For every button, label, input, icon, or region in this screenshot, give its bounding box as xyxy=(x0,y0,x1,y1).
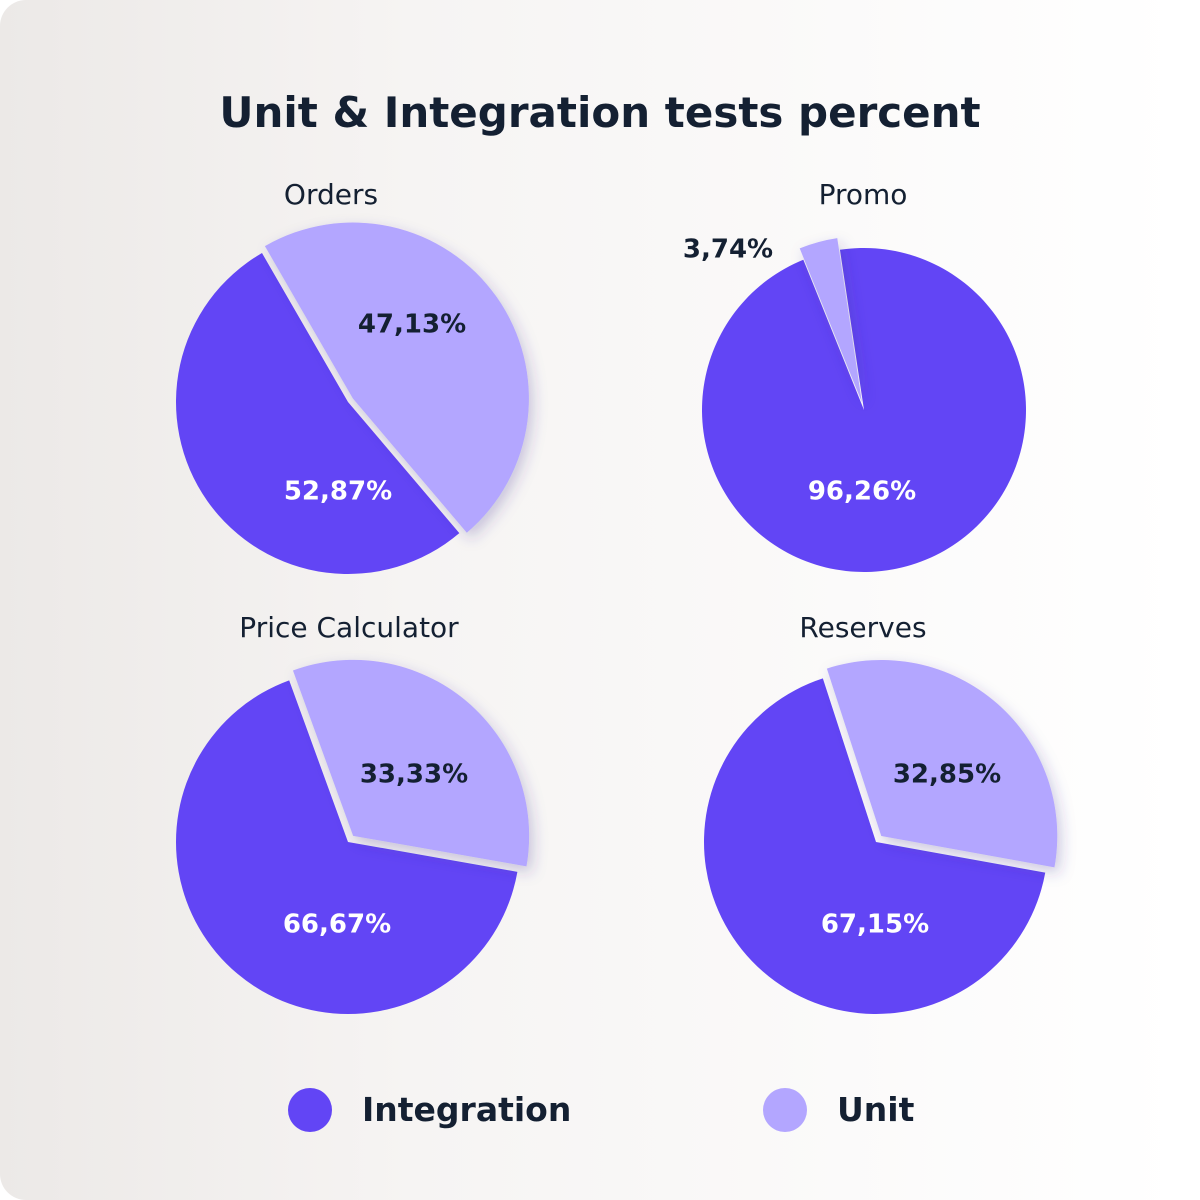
data-label-integration: 96,26% xyxy=(808,477,916,507)
slice-integration xyxy=(176,253,460,574)
data-label-unit: 33,33% xyxy=(360,760,468,790)
data-label-integration: 52,87% xyxy=(284,477,392,507)
chart-title-promo: Promo xyxy=(818,178,908,211)
legend-swatch-unit xyxy=(763,1088,807,1132)
chart-title-orders: Orders xyxy=(283,178,379,211)
slice-unit xyxy=(292,659,530,867)
slice-unit xyxy=(799,238,862,403)
data-label-integration: 67,15% xyxy=(821,910,929,940)
chart-title-price-calculator: Price Calculator xyxy=(239,611,459,644)
page-title: Unit & Integration tests percent xyxy=(219,88,981,137)
legend-label-integration: Integration xyxy=(362,1090,572,1129)
slice-integration xyxy=(704,678,1046,1015)
data-label-unit: 32,85% xyxy=(893,760,1001,790)
data-label-integration: 66,67% xyxy=(283,910,391,940)
legend-swatch-integration xyxy=(288,1088,332,1132)
slice-unit xyxy=(264,222,529,533)
pie-orders: 47,13% 52,87% xyxy=(176,222,529,574)
data-label-unit: 47,13% xyxy=(358,310,466,340)
pie-reserves: 32,85% 67,15% xyxy=(704,659,1058,1015)
slice-integration xyxy=(701,248,1026,573)
data-label-unit: 3,74% xyxy=(683,235,773,265)
legend-label-unit: Unit xyxy=(837,1090,915,1129)
chart-title-reserves: Reserves xyxy=(799,611,927,644)
pie-price-calculator: 33,33% 66,67% xyxy=(176,659,530,1014)
slice-integration xyxy=(176,680,518,1014)
slice-unit xyxy=(826,659,1058,868)
pie-promo: 3,74% 96,26% xyxy=(683,235,1026,573)
